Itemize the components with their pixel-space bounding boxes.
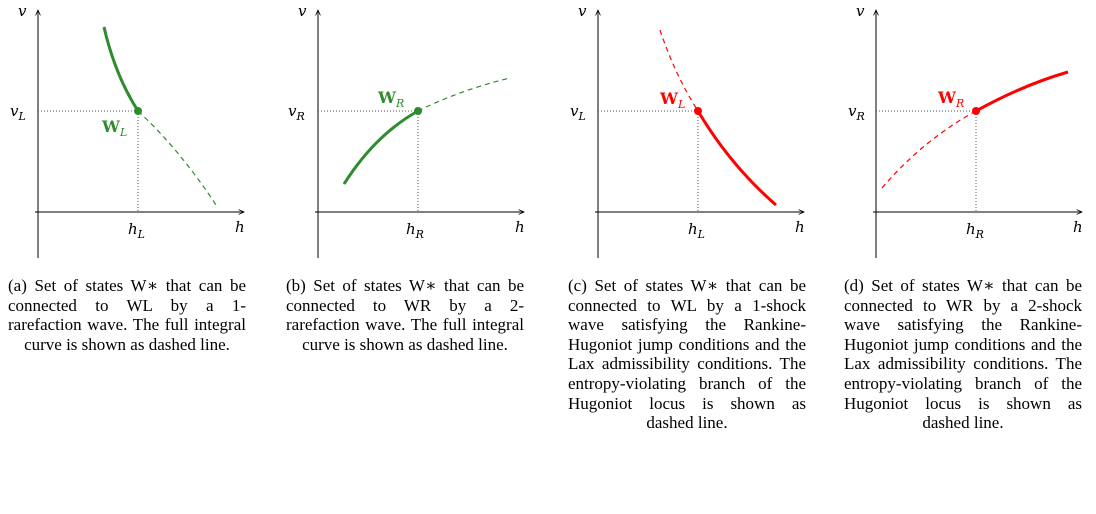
x-axis-label: h <box>515 218 525 236</box>
rarefaction-curve <box>342 109 419 185</box>
tick-label-x: hL <box>128 220 145 241</box>
hugoniot-locus-dashed <box>881 110 977 189</box>
state-label: WR <box>377 88 404 110</box>
state-point <box>134 107 142 115</box>
panel-a: v h vL hL WL (a) Set of states W∗ that c… <box>0 0 260 514</box>
y-axis-label: v <box>578 2 587 20</box>
state-point <box>414 107 422 115</box>
tick-label-y: vL <box>10 102 26 123</box>
x-axis-label: h <box>1073 218 1083 236</box>
caption-c: (c) Set of states W∗ that can be connect… <box>568 276 806 433</box>
y-axis-label: v <box>298 2 307 20</box>
rarefaction-curve <box>102 26 140 112</box>
tick-label-x: hR <box>966 220 984 241</box>
phase-plot-d: v h vR hR WR <box>848 2 1083 258</box>
panel-b: v h vR hR WR (b) Set of states W∗ that c… <box>280 0 540 514</box>
y-axis-label: v <box>18 2 27 20</box>
state-label: WR <box>937 88 964 110</box>
caption-d: (d) Set of states W∗ that can be connect… <box>844 276 1082 433</box>
panel-d: v h vR hR WR (d) Set of states W∗ that c… <box>838 0 1096 514</box>
caption-a: (a) Set of states W∗ that can be connect… <box>8 276 246 354</box>
tick-label-y: vR <box>288 102 305 123</box>
panel-c: v h vL hL WL (c) Set of states W∗ that c… <box>560 0 820 514</box>
integral-curve-dashed <box>137 110 217 206</box>
state-label: WL <box>659 89 685 111</box>
shock-curve <box>696 110 777 207</box>
x-axis-label: h <box>795 218 805 236</box>
state-label: WL <box>101 117 127 139</box>
state-point <box>694 107 702 115</box>
phase-plot-a: v h vL hL WL <box>10 2 245 258</box>
tick-label-x: hL <box>688 220 705 241</box>
tick-label-x: hR <box>406 220 424 241</box>
y-axis-label: v <box>856 2 865 20</box>
x-axis-label: h <box>235 218 245 236</box>
integral-curve-dashed <box>417 77 511 112</box>
hugoniot-locus-dashed <box>659 29 699 112</box>
shock-curve <box>975 70 1069 113</box>
caption-b: (b) Set of states W∗ that can be connect… <box>286 276 524 354</box>
phase-plot-c: v h vL hL WL <box>570 2 805 258</box>
state-point <box>972 107 980 115</box>
tick-label-y: vR <box>848 102 865 123</box>
phase-plot-b: v h vR hR WR <box>288 2 525 258</box>
tick-label-y: vL <box>570 102 586 123</box>
